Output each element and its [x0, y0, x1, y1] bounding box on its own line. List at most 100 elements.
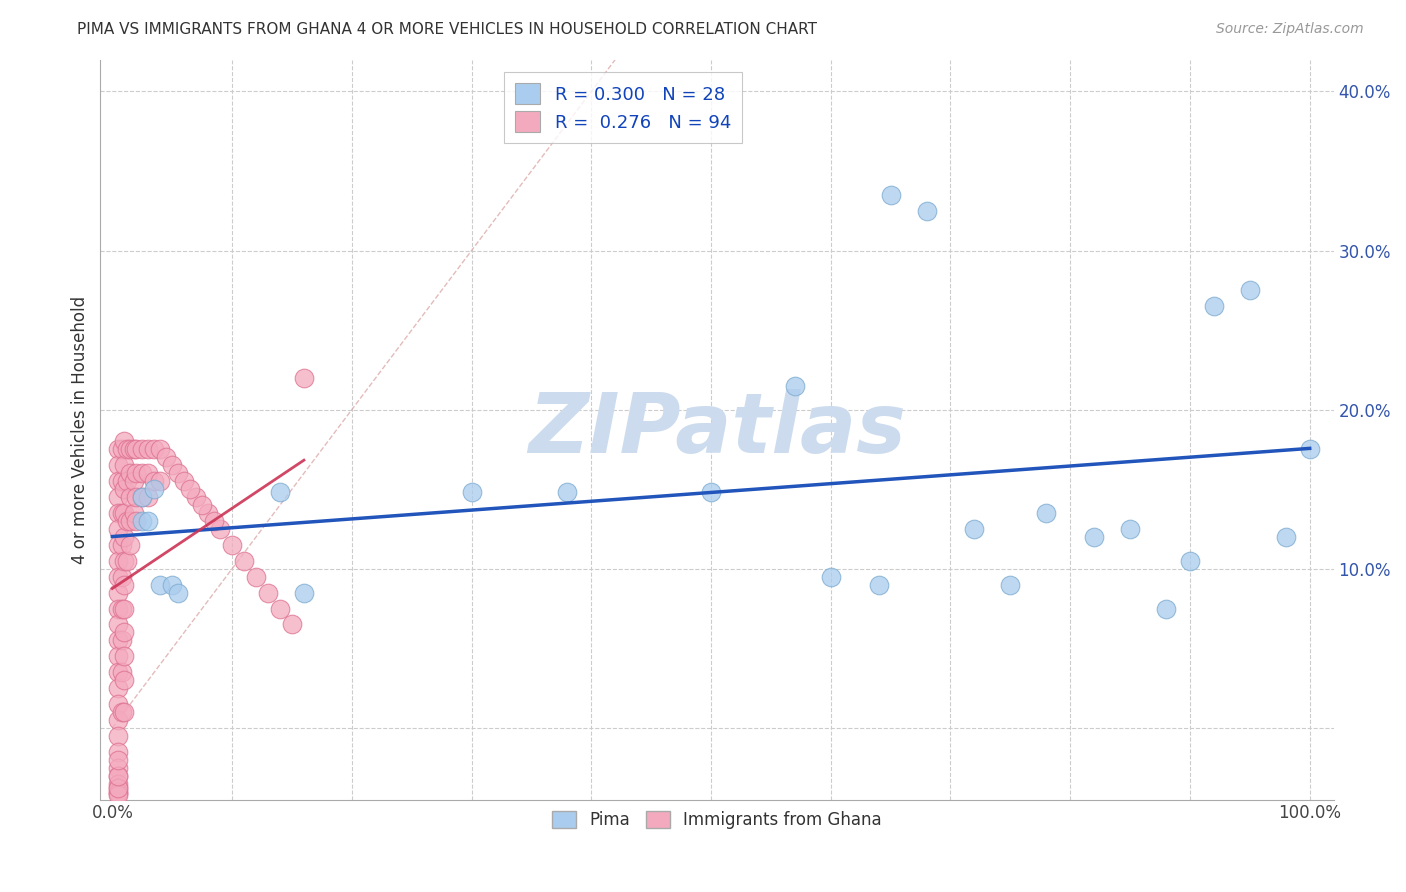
- Point: [136, 514, 159, 528]
- Point: [111, 705, 134, 719]
- Point: [122, 475, 145, 489]
- Point: [963, 522, 986, 536]
- Point: [186, 490, 208, 504]
- Point: [111, 506, 134, 520]
- Point: [120, 490, 142, 504]
- Point: [143, 482, 166, 496]
- Point: [1202, 299, 1225, 313]
- Point: [111, 442, 134, 457]
- Point: [107, 745, 129, 759]
- Point: [107, 776, 129, 790]
- Point: [136, 442, 159, 457]
- Point: [1274, 530, 1296, 544]
- Point: [107, 538, 129, 552]
- Point: [143, 475, 166, 489]
- Point: [269, 485, 291, 500]
- Point: [125, 514, 148, 528]
- Point: [122, 506, 145, 520]
- Point: [143, 442, 166, 457]
- Point: [1154, 601, 1177, 615]
- Point: [136, 467, 159, 481]
- Point: [292, 585, 315, 599]
- Point: [107, 781, 129, 796]
- Point: [160, 458, 183, 473]
- Point: [111, 633, 134, 648]
- Point: [107, 633, 129, 648]
- Point: [112, 482, 135, 496]
- Point: [191, 498, 214, 512]
- Point: [112, 649, 135, 664]
- Point: [167, 467, 190, 481]
- Point: [107, 475, 129, 489]
- Point: [179, 482, 201, 496]
- Point: [115, 514, 138, 528]
- Point: [107, 442, 129, 457]
- Point: [111, 601, 134, 615]
- Point: [115, 554, 138, 568]
- Point: [700, 485, 723, 500]
- Point: [112, 458, 135, 473]
- Point: [879, 187, 901, 202]
- Point: [107, 458, 129, 473]
- Point: [233, 554, 256, 568]
- Point: [292, 371, 315, 385]
- Point: [460, 485, 482, 500]
- Point: [120, 538, 142, 552]
- Point: [112, 530, 135, 544]
- Point: [112, 506, 135, 520]
- Y-axis label: 4 or more Vehicles in Household: 4 or more Vehicles in Household: [72, 295, 89, 564]
- Point: [1239, 283, 1261, 297]
- Point: [112, 554, 135, 568]
- Point: [107, 570, 129, 584]
- Text: Source: ZipAtlas.com: Source: ZipAtlas.com: [1216, 22, 1364, 37]
- Legend: Pima, Immigrants from Ghana: Pima, Immigrants from Ghana: [546, 804, 889, 836]
- Point: [281, 617, 304, 632]
- Point: [107, 729, 129, 743]
- Point: [1083, 530, 1105, 544]
- Point: [120, 467, 142, 481]
- Point: [149, 475, 172, 489]
- Point: [125, 467, 148, 481]
- Point: [136, 490, 159, 504]
- Point: [1178, 554, 1201, 568]
- Point: [209, 522, 232, 536]
- Point: [149, 442, 172, 457]
- Point: [107, 784, 129, 798]
- Point: [107, 522, 129, 536]
- Point: [131, 490, 153, 504]
- Point: [107, 506, 129, 520]
- Point: [173, 475, 195, 489]
- Point: [107, 601, 129, 615]
- Point: [107, 697, 129, 711]
- Point: [107, 490, 129, 504]
- Point: [155, 450, 177, 465]
- Point: [120, 442, 142, 457]
- Point: [915, 203, 938, 218]
- Point: [125, 490, 148, 504]
- Point: [107, 769, 129, 783]
- Point: [107, 713, 129, 727]
- Point: [202, 514, 225, 528]
- Point: [107, 788, 129, 802]
- Point: [111, 570, 134, 584]
- Point: [107, 681, 129, 695]
- Text: ZIPatlas: ZIPatlas: [529, 389, 905, 470]
- Point: [111, 665, 134, 680]
- Point: [131, 514, 153, 528]
- Point: [1000, 578, 1022, 592]
- Point: [131, 467, 153, 481]
- Point: [122, 442, 145, 457]
- Point: [125, 442, 148, 457]
- Point: [1299, 442, 1322, 457]
- Point: [149, 578, 172, 592]
- Point: [783, 379, 806, 393]
- Point: [107, 781, 129, 796]
- Point: [112, 434, 135, 449]
- Point: [221, 538, 243, 552]
- Point: [120, 514, 142, 528]
- Point: [868, 578, 890, 592]
- Point: [107, 649, 129, 664]
- Point: [107, 761, 129, 775]
- Point: [115, 442, 138, 457]
- Point: [197, 506, 219, 520]
